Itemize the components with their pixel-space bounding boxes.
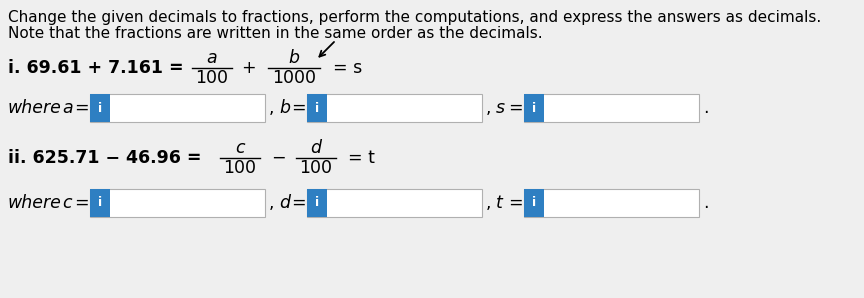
Text: ,: , [269,194,275,212]
Text: =: = [74,99,89,117]
Text: ,: , [269,99,275,117]
Text: 100: 100 [300,159,333,177]
Text: .: . [703,99,708,117]
Text: s: s [496,99,505,117]
Text: i: i [98,196,102,209]
Text: i: i [315,102,319,114]
Text: ii. 625.71 − 46.96 =: ii. 625.71 − 46.96 = [8,149,201,167]
Text: c: c [235,139,245,157]
Text: 1000: 1000 [272,69,316,87]
Text: 100: 100 [195,69,228,87]
Text: c: c [62,194,72,212]
Text: = s: = s [333,59,362,77]
FancyBboxPatch shape [90,189,265,217]
Text: i: i [98,102,102,114]
FancyBboxPatch shape [90,94,265,122]
Text: −: − [270,149,285,167]
Text: Change the given decimals to fractions, perform the computations, and express th: Change the given decimals to fractions, … [8,10,822,25]
Text: ,: , [486,194,492,212]
Text: where: where [8,99,62,117]
FancyBboxPatch shape [90,94,110,122]
FancyBboxPatch shape [307,189,482,217]
Text: .: . [703,194,708,212]
Text: Note that the fractions are written in the same order as the decimals.: Note that the fractions are written in t… [8,26,543,41]
Text: b: b [279,99,290,117]
Text: where: where [8,194,62,212]
Text: a: a [62,99,73,117]
Text: a: a [206,49,218,67]
Text: i: i [315,196,319,209]
Text: =: = [291,194,306,212]
FancyBboxPatch shape [307,94,327,122]
Text: =: = [508,99,523,117]
Text: = t: = t [348,149,375,167]
Text: =: = [74,194,89,212]
Text: ,: , [486,99,492,117]
FancyBboxPatch shape [307,94,482,122]
Text: t: t [496,194,503,212]
Text: b: b [289,49,300,67]
Text: i. 69.61 + 7.161 =: i. 69.61 + 7.161 = [8,59,184,77]
Text: d: d [310,139,321,157]
Text: =: = [508,194,523,212]
Text: +: + [241,59,256,77]
Text: i: i [532,102,536,114]
FancyBboxPatch shape [524,189,544,217]
Text: d: d [279,194,290,212]
FancyBboxPatch shape [524,94,699,122]
Text: 100: 100 [224,159,257,177]
FancyBboxPatch shape [90,189,110,217]
Text: =: = [291,99,306,117]
FancyBboxPatch shape [524,94,544,122]
FancyBboxPatch shape [524,189,699,217]
FancyBboxPatch shape [307,189,327,217]
Text: i: i [532,196,536,209]
